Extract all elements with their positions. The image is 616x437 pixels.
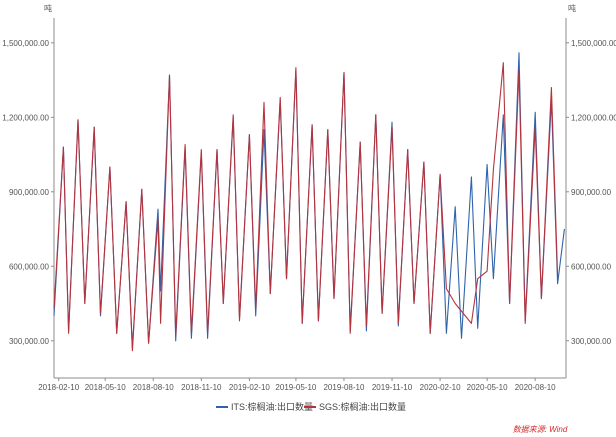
legend-label-sgs: SGS:棕榈油:出口数量 [319,401,406,412]
x-tick-label: 2019-08-10 [323,383,364,392]
left-tick-label: 300,000.00 [9,337,50,346]
right-tick-label: 1,500,000.00 [571,39,616,48]
right-tick-label: 600,000.00 [571,262,612,271]
x-tick-label: 2020-08-10 [515,383,556,392]
left-tick-label: 600,000.00 [9,262,50,271]
right-y-axis-ticks: 1,500,000.00 1,200,000.00 900,000.00 600,00… [566,39,616,346]
x-tick-label: 2018-08-10 [133,383,174,392]
x-tick-label: 2020-05-10 [467,383,508,392]
left-y-axis-ticks: 1,500,000.00 1,200,000.00 900,000.00 600,00… [2,39,54,346]
x-tick-label: 2019-02-10 [229,383,270,392]
left-tick-label: 900,000.00 [9,188,50,197]
source-note: 数据来源: Wind [513,425,568,434]
right-tick-label: 1,200,000.00 [571,113,616,122]
x-tick-label: 2018-11-10 [181,383,222,392]
axes [53,18,567,379]
left-tick-label: 1,500,000.00 [2,39,49,48]
x-tick-label: 2018-05-10 [85,383,126,392]
x-tick-label: 2019-05-10 [275,383,316,392]
right-axis-unit: 吨 [568,3,576,13]
left-axis-unit: 吨 [44,3,52,13]
series-line-sgs [53,62,559,352]
legend-label-its: ITS:棕榈油:出口数量 [231,401,313,412]
right-tick-label: 900,000.00 [571,188,612,197]
x-tick-label: 2019-11-10 [372,383,413,392]
x-tick-label: 2018-02-10 [38,383,79,392]
x-tick-label: 2020-02-10 [420,383,461,392]
series-lines [53,52,565,352]
left-tick-label: 1,200,000.00 [2,113,49,122]
right-tick-label: 300,000.00 [571,337,612,346]
x-axis-ticks: 2018-02-10 2018-05-10 2018-08-10 2018-11-10… [38,378,556,392]
legend: ITS:棕榈油:出口数量 SGS:棕榈油:出口数量 [216,401,406,412]
